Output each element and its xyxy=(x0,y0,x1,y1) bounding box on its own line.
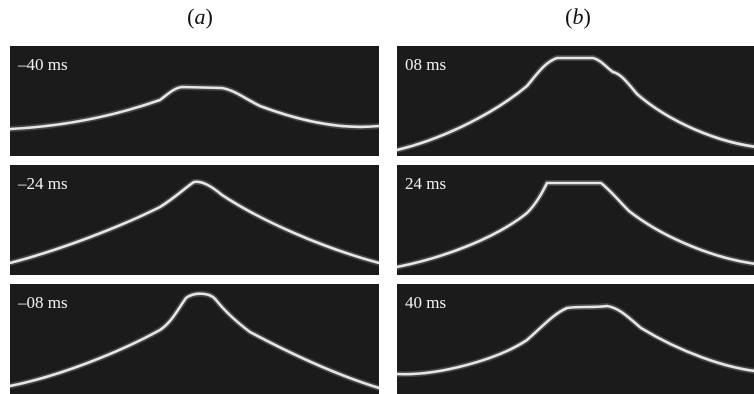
panel-label-b: (b) xyxy=(565,4,591,29)
frame-a1-photo: –40 ms xyxy=(10,46,379,156)
frame-a3-photo: –08 ms xyxy=(10,284,379,394)
frame-b3-photo: 40 ms xyxy=(397,284,754,394)
wave-profile-image xyxy=(10,178,379,266)
time-label: –40 ms xyxy=(18,55,68,74)
panel-label-a: (a) xyxy=(187,4,213,29)
wave-profile-image xyxy=(397,55,754,153)
time-label: –08 ms xyxy=(18,293,68,312)
wave-profile-image xyxy=(10,290,379,391)
frame-b2-photo: 24 ms xyxy=(397,165,754,275)
time-label: 40 ms xyxy=(405,293,447,312)
time-label: –24 ms xyxy=(18,174,68,193)
frame-b1-photo: 08 ms xyxy=(397,46,754,156)
wave-profile-image xyxy=(10,83,379,132)
wave-profile-image xyxy=(397,180,754,270)
time-label: 24 ms xyxy=(405,174,447,193)
time-label: 08 ms xyxy=(405,55,447,74)
wave-profile-image xyxy=(397,302,754,378)
frame-a2-photo: –24 ms xyxy=(10,165,379,275)
